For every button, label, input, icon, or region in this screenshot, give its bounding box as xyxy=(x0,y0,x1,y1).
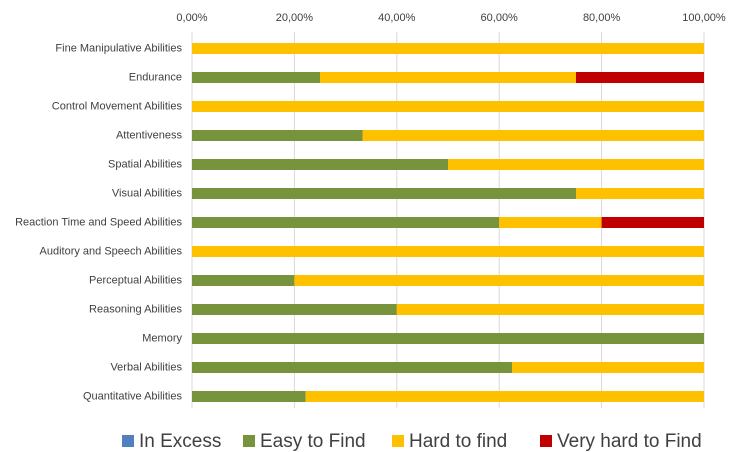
bar-segment xyxy=(576,72,704,83)
bar-segment xyxy=(396,304,704,315)
bar-segment xyxy=(192,391,306,402)
bar-segment xyxy=(192,188,576,199)
bar-segment xyxy=(192,159,448,170)
bar-segment xyxy=(192,101,704,112)
bar-segment xyxy=(320,72,576,83)
legend-label: Very hard to Find xyxy=(557,431,702,452)
bar-segment xyxy=(499,217,602,228)
category-label: Memory xyxy=(142,332,182,344)
category-label: Fine Manipulative Abilities xyxy=(55,42,182,54)
category-label: Visual Abilities xyxy=(112,187,183,199)
x-tick-label: 80,00% xyxy=(583,12,621,24)
x-tick-label: 20,00% xyxy=(276,12,314,24)
legend-label: Easy to Find xyxy=(260,431,366,452)
category-label: Control Movement Abilities xyxy=(52,100,183,112)
legend-swatch xyxy=(243,435,255,447)
category-label: Auditory and Speech Abilities xyxy=(40,245,183,257)
bar-segment xyxy=(192,43,704,54)
bar-segment xyxy=(512,362,704,373)
bar-segment xyxy=(192,362,512,373)
bar-segment xyxy=(192,72,320,83)
bar-segment xyxy=(448,159,704,170)
category-label: Spatial Abilities xyxy=(108,158,182,170)
x-tick-label: 100,00% xyxy=(682,12,726,24)
x-tick-label: 0,00% xyxy=(176,12,207,24)
bar-segment xyxy=(192,333,704,344)
bar-segment xyxy=(192,246,704,257)
legend-swatch xyxy=(392,435,404,447)
category-label: Endurance xyxy=(129,71,182,83)
x-tick-label: 60,00% xyxy=(481,12,519,24)
bar-segment xyxy=(305,391,704,402)
bar-segment xyxy=(362,130,704,141)
category-label: Reaction Time and Speed Abilities xyxy=(15,216,182,228)
bar-segment xyxy=(576,188,704,199)
legend-label: Hard to find xyxy=(409,431,507,452)
bar-segment xyxy=(601,217,704,228)
x-tick-label: 40,00% xyxy=(378,12,416,24)
category-label: Reasoning Abilities xyxy=(89,303,182,315)
bar-segment xyxy=(192,217,500,228)
category-label: Perceptual Abilities xyxy=(89,274,182,286)
bar-segment xyxy=(192,304,397,315)
bar-segment xyxy=(192,130,363,141)
legend-swatch xyxy=(540,435,552,447)
bar-segment xyxy=(192,275,295,286)
legend-swatch xyxy=(122,435,134,447)
bar-segment xyxy=(294,275,704,286)
legend-label: In Excess xyxy=(139,431,221,452)
category-label: Quantitative Abilities xyxy=(83,390,183,402)
category-label: Verbal Abilities xyxy=(110,361,182,373)
category-label: Attentiveness xyxy=(116,129,183,141)
